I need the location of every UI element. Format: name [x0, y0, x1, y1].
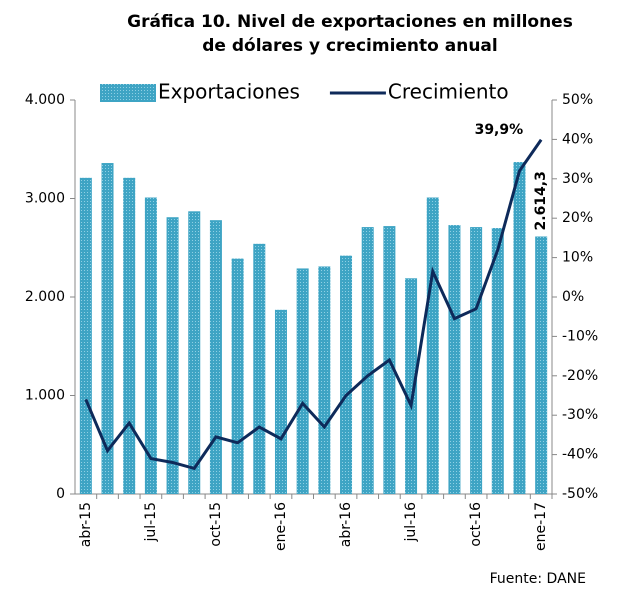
x-tick-label: jul-15 — [143, 502, 159, 543]
y2-tick-label: -10% — [562, 328, 598, 344]
bar — [426, 197, 439, 494]
y2-tick-label: -20% — [562, 368, 598, 384]
bar — [535, 236, 548, 494]
y-tick-label: 4.000 — [25, 92, 65, 108]
legend-label: Exportaciones — [158, 80, 300, 104]
y-tick-label: 1.000 — [25, 388, 65, 404]
bar — [491, 228, 504, 495]
bar — [340, 255, 353, 494]
legend-swatch — [100, 84, 156, 102]
data-label: 2.614,3 — [533, 171, 549, 230]
bar — [188, 211, 201, 494]
bar — [101, 163, 114, 495]
bar — [318, 266, 331, 494]
y2-tick-label: -50% — [562, 486, 598, 502]
chart-title: Gráfica 10. Nivel de exportaciones en mi… — [127, 12, 573, 32]
y2-tick-label: 0% — [562, 289, 584, 305]
bar — [296, 268, 309, 494]
source: Fuente: DANE — [490, 571, 586, 587]
x-tick-label: abr-15 — [78, 502, 94, 547]
bar — [209, 220, 222, 495]
bar — [166, 217, 179, 494]
x-tick-label: jul-16 — [403, 502, 419, 543]
bar — [361, 227, 374, 494]
y2-tick-label: 20% — [562, 210, 593, 226]
bar — [513, 162, 526, 494]
x-tick-label: oct-15 — [208, 502, 224, 547]
y-tick-label: 0 — [56, 486, 65, 502]
bar — [144, 197, 157, 494]
bar — [231, 258, 244, 494]
bar — [123, 177, 136, 494]
bar — [79, 177, 92, 494]
bar — [405, 278, 418, 494]
bar — [470, 227, 483, 494]
y2-tick-label: -30% — [562, 407, 598, 423]
y2-tick-label: 50% — [562, 92, 593, 108]
y2-tick-label: 40% — [562, 131, 593, 147]
x-tick-label: ene-16 — [273, 502, 289, 551]
y2-tick-label: 10% — [562, 250, 593, 266]
chart-title: de dólares y crecimiento anual — [202, 36, 497, 56]
line — [84, 138, 543, 471]
bar — [448, 225, 461, 494]
y-tick-label: 3.000 — [25, 191, 65, 207]
bar — [274, 309, 287, 494]
y2-tick-label: -40% — [562, 447, 598, 463]
bar — [253, 243, 266, 494]
y2-tick-label: 30% — [562, 171, 593, 187]
y-tick-label: 2.000 — [25, 289, 65, 305]
x-tick-label: oct-16 — [468, 502, 484, 547]
legend-label: Crecimiento — [388, 80, 509, 104]
x-tick-label: ene-17 — [533, 502, 549, 551]
x-tick-label: abr-16 — [338, 502, 354, 547]
data-label: 39,9% — [475, 122, 524, 138]
